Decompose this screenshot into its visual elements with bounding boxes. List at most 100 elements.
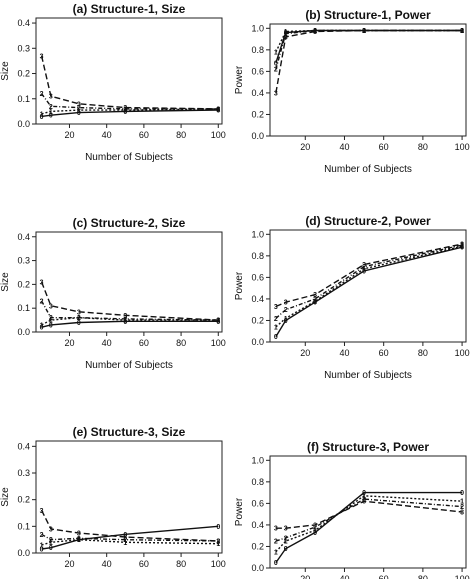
plot-frame — [35, 440, 223, 554]
data-point: 3 — [460, 242, 464, 249]
x-tick-label: 40 — [339, 142, 349, 152]
data-point: 1 — [77, 108, 81, 115]
series-line-2 — [275, 498, 463, 542]
y-tick-label: 0.4 — [17, 441, 30, 451]
data-point: 1 — [49, 540, 53, 547]
data-point: 2 — [460, 504, 464, 511]
y-tick-label: 0.0 — [17, 548, 30, 558]
data-point: 0 — [460, 28, 464, 35]
data-point: 2 — [274, 67, 278, 74]
panel-6: (f) Structure-3, Power 0.0 0.2 0.4 0.6 0.8 1.0… — [234, 440, 470, 579]
series-line-1 — [41, 108, 219, 115]
data-point: 3 — [77, 101, 81, 108]
x-tick-label: 100 — [211, 130, 226, 140]
x-tick-label: 20 — [300, 574, 310, 579]
panel-4: (d) Structure-2, Power 0.0 0.2 0.4 0.6 0.8 1.0… — [234, 214, 470, 381]
x-tick-label: 40 — [102, 559, 112, 569]
x-tick-label: 20 — [64, 338, 74, 348]
y-tick-label: 0.4 — [17, 18, 30, 28]
data-point: 3 — [362, 262, 366, 269]
data-point: 1 — [77, 537, 81, 544]
data-point: 2 — [77, 105, 81, 112]
series-line-1 — [41, 538, 219, 546]
y-tick-label: 0.2 — [251, 109, 264, 119]
data-point: 3 — [123, 535, 127, 542]
data-point: 2 — [284, 535, 288, 542]
data-point: 2 — [460, 28, 464, 35]
data-point: 0 — [460, 245, 464, 252]
y-tick-label: 0.0 — [17, 327, 30, 337]
x-axis-label: Number of Subjects — [324, 370, 412, 381]
data-point: 1 — [123, 318, 127, 325]
y-tick-label: 0.0 — [251, 563, 264, 573]
y-tick-label: 1.0 — [251, 23, 264, 33]
data-point: 0 — [40, 547, 44, 554]
data-point: 1 — [284, 29, 288, 36]
y-tick-label: 0.2 — [17, 69, 30, 79]
data-point: 3 — [313, 29, 317, 36]
data-point: 3 — [40, 280, 44, 287]
y-axis-label: Size — [0, 272, 11, 292]
plot-frame — [269, 23, 467, 137]
x-axis-label: Number of Subjects — [324, 164, 412, 175]
y-tick-label: 0.4 — [251, 88, 264, 98]
data-point: 1 — [40, 322, 44, 329]
y-axis-label: Power — [234, 65, 245, 94]
x-tick-label: 80 — [418, 142, 428, 152]
data-point: 1 — [49, 109, 53, 116]
data-point: 0 — [362, 28, 366, 35]
data-point: 0 — [123, 109, 127, 116]
data-point: 3 — [460, 510, 464, 517]
panel-title: (c) Structure-2, Size — [73, 216, 186, 230]
data-point: 1 — [313, 299, 317, 306]
series-line-1 — [41, 316, 219, 326]
y-tick-label: 0.2 — [17, 495, 30, 505]
x-tick-label: 80 — [176, 338, 186, 348]
data-point: 2 — [284, 307, 288, 314]
data-point: 3 — [49, 94, 53, 101]
x-tick-label: 80 — [176, 130, 186, 140]
data-point: 2 — [284, 31, 288, 38]
data-point: 1 — [274, 324, 278, 331]
data-point: 0 — [274, 560, 278, 567]
data-point: 1 — [460, 244, 464, 251]
series-line-0 — [275, 29, 463, 64]
data-point: 0 — [362, 268, 366, 275]
series-line-0 — [41, 109, 219, 118]
data-point: 3 — [362, 28, 366, 35]
data-point: 2 — [460, 243, 464, 250]
x-tick-label: 40 — [102, 130, 112, 140]
series-line-2 — [40, 300, 219, 321]
data-point: 3 — [362, 499, 366, 506]
data-point: 0 — [77, 110, 81, 117]
y-tick-label: 0.6 — [251, 272, 264, 282]
data-point: 2 — [216, 539, 220, 546]
data-point: 3 — [313, 522, 317, 529]
y-tick-label: 0.0 — [17, 119, 30, 129]
data-point: 1 — [460, 28, 464, 35]
data-point: 3 — [274, 304, 278, 311]
data-point: 2 — [77, 315, 81, 322]
data-point: 0 — [284, 318, 288, 325]
data-point: 1 — [40, 111, 44, 118]
panel-2: (b) Structure-1, Power 0.0 0.2 0.4 0.6 0.8 1.0… — [234, 8, 470, 175]
data-point: 3 — [77, 531, 81, 538]
data-point: 1 — [460, 499, 464, 506]
x-tick-label: 100 — [455, 574, 470, 579]
x-tick-label: 60 — [379, 574, 389, 579]
plot-frame — [269, 229, 467, 343]
x-tick-label: 60 — [139, 559, 149, 569]
y-tick-label: 0.0 — [251, 337, 264, 347]
y-axis-label: Power — [234, 271, 245, 300]
data-point: 1 — [77, 315, 81, 322]
data-point: 2 — [274, 316, 278, 323]
data-point: 3 — [284, 300, 288, 307]
y-tick-label: 0.2 — [17, 279, 30, 289]
x-tick-label: 40 — [102, 338, 112, 348]
data-point: 1 — [216, 318, 220, 325]
data-point: 1 — [284, 539, 288, 546]
data-point: 2 — [40, 91, 44, 98]
data-point: 0 — [284, 546, 288, 553]
data-point: 2 — [362, 28, 366, 35]
